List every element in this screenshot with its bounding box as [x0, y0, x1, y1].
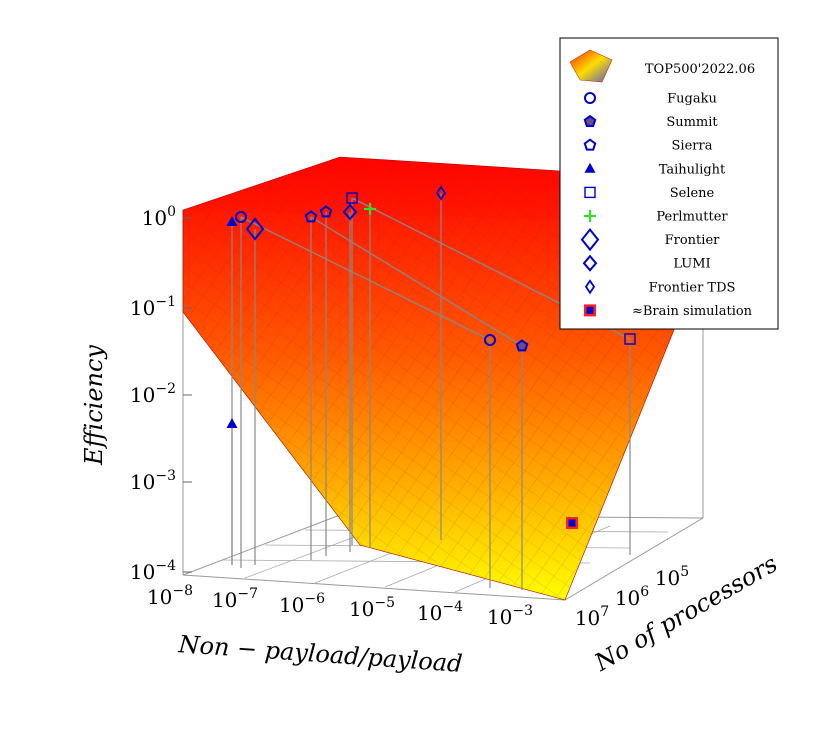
y-tick-0: 105: [655, 564, 689, 590]
legend-label: Summit: [666, 115, 718, 130]
legend-marker-6: [580, 227, 600, 252]
data-point-perlmutter: [364, 203, 376, 215]
data-point-frontier: [245, 217, 265, 241]
x-tick-0: 10−8: [147, 583, 193, 609]
z-tick-3: 10−3: [130, 468, 176, 494]
x-axis: 10−8 10−7 10−6 10−5 10−4 10−3 Non − payload/p…: [147, 583, 533, 678]
y-tick-2: 107: [575, 604, 609, 630]
legend-surface-icon: [569, 49, 613, 83]
x-tick-2: 10−6: [279, 591, 325, 617]
data-point-brain-simulation: [566, 517, 578, 529]
data-point-fugaku: [484, 334, 496, 346]
data-point-taihulight: [226, 216, 238, 226]
legend-label-surface: TOP500'2022.06: [645, 62, 755, 77]
legend-marker-8: [584, 279, 596, 295]
x-tick-3: 10−5: [349, 595, 395, 621]
data-markers: [226, 185, 636, 529]
legend-marker-3: [584, 162, 596, 173]
x-tick-4: 10−4: [417, 599, 463, 625]
x-tick-1: 10−7: [212, 586, 258, 612]
z-axis: 100 10−1 10−2 10−3 10−4 Efficiency: [80, 204, 192, 584]
legend-label: Fugaku: [667, 92, 717, 107]
z-tick-0: 100: [142, 204, 176, 230]
data-point-lumi: [342, 203, 358, 221]
legend-label: Frontier TDS: [649, 280, 736, 295]
legend-label: Perlmutter: [656, 210, 728, 225]
legend-label: Sierra: [672, 139, 713, 154]
legend-marker-2: [583, 138, 597, 151]
legend-label: Taihulight: [659, 162, 726, 177]
data-point-selene: [346, 192, 358, 204]
x-tick-5: 10−3: [487, 603, 533, 629]
data-point-fugaku: [235, 211, 247, 223]
legend-marker-9: [584, 304, 596, 317]
data-point-summit: [515, 339, 529, 352]
legend-marker-1: [583, 114, 597, 127]
x-axis-title: Non − payload/payload: [177, 630, 464, 678]
legend-label: Frontier: [665, 233, 721, 248]
legend-label: ≈Brain simulation: [632, 304, 753, 319]
z-tick-2: 10−2: [130, 381, 176, 407]
drop-lines: [231, 193, 631, 590]
legend-marker-7: [582, 254, 598, 272]
legend-marker-4: [584, 186, 596, 199]
legend-marker-5: [584, 210, 596, 222]
z-axis-title: Efficiency: [80, 345, 108, 466]
data-point-frontier-tds: [435, 185, 447, 201]
data-point-selene: [624, 333, 636, 345]
z-tick-4: 10−4: [130, 558, 176, 584]
data-point-sierra: [319, 205, 333, 218]
legend-marker-0: [584, 92, 596, 104]
z-tick-1: 10−1: [130, 294, 176, 320]
legend-label: LUMI: [673, 257, 710, 272]
y-tick-1: 106: [615, 584, 649, 610]
data-point-sierra: [304, 210, 318, 223]
data-point-taihulight: [226, 418, 238, 428]
legend-label: Selene: [670, 186, 715, 201]
legend: TOP500'2022.06 Fugaku Summit Sierra Taihulig…: [559, 37, 779, 330]
